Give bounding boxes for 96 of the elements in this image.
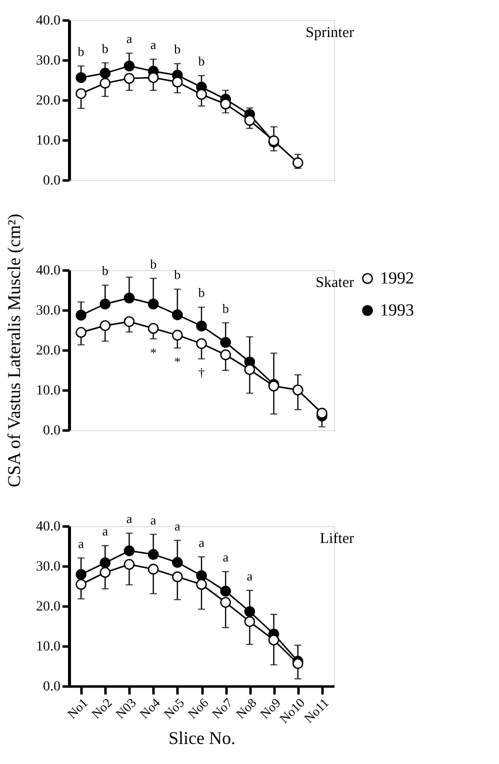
point [292,384,304,396]
legend-label: 1993 [380,300,414,320]
y-tick-label: 20.0 [36,94,60,108]
point [244,616,256,627]
y-tick-label: 40.0 [36,520,60,534]
point [100,557,111,568]
x-tick-label: No5 [160,695,188,722]
chart-title: Lifter [320,531,354,547]
point [124,545,135,556]
point [76,310,86,321]
point [268,634,280,646]
annotation: a [78,536,84,551]
annotation: b [78,44,84,59]
point [220,337,231,348]
y-tick-label: 0.0 [43,680,60,694]
y-tick-label: 0.0 [43,424,60,438]
point [124,73,135,84]
annotation: b [198,285,205,300]
point [148,549,159,560]
x-tick-label: N03 [112,695,139,722]
y-tick-label: 30.0 [36,560,60,574]
annotation: a [150,512,156,528]
point [196,338,207,349]
annotation: a [102,524,108,539]
y-tick-label: 30.0 [36,304,60,318]
point [196,320,207,332]
point [148,72,159,83]
point [244,115,256,126]
annotation: * [150,344,157,360]
annotation: † [198,364,206,380]
annotation: a [126,31,132,46]
annotation: a [150,37,156,52]
point [196,570,207,581]
annotation: a [126,511,132,526]
point [124,559,135,570]
y-tick-label: 0.0 [43,174,60,188]
y-tick-label: 10.0 [36,384,60,398]
point [124,292,135,304]
point [100,298,111,310]
point [196,579,207,590]
annotation: a [246,568,253,584]
point [220,98,231,110]
point [292,157,304,168]
chart-title: Sprinter [306,25,354,41]
point [76,88,86,99]
annotation: * [174,354,181,369]
point [100,68,111,79]
legend-label: 1992 [380,268,414,288]
point [100,78,111,89]
annotation: b [174,267,181,282]
point [76,579,86,590]
y-tick-label: 20.0 [36,600,60,614]
point [172,76,183,88]
point [220,597,231,608]
y-tick-label: 30.0 [36,54,60,68]
annotation: b [174,42,181,57]
point [244,364,256,375]
annotation: b [222,300,229,316]
point [124,316,135,327]
x-tick-label: No2 [88,695,115,722]
point [76,72,86,83]
y-tick-label: 10.0 [36,640,60,654]
point [148,564,159,575]
point [100,320,111,331]
point [148,323,159,334]
annotation: b [198,54,205,69]
point [292,658,304,669]
annotation: b [150,256,157,272]
point [124,60,135,72]
point [76,327,86,338]
x-tick-label: No1 [64,695,91,722]
x-tick-label: No4 [136,694,164,722]
annotation: b [102,40,108,56]
point [244,606,256,617]
point [196,89,207,100]
annotation: a [198,534,205,550]
point [172,557,183,568]
y-tick-label: 40.0 [36,14,60,28]
y-tick-label: 20.0 [36,344,60,358]
point [172,571,183,582]
y-tick-label: 10.0 [36,134,60,148]
y-tick-label: 40.0 [36,264,60,278]
annotation: b [102,263,108,278]
point [172,309,183,320]
point [172,330,183,341]
chart-title: Skater [316,275,354,291]
annotation: a [174,518,181,534]
point [220,586,231,597]
point [100,567,111,578]
x-axis-title: Slice No. [168,728,236,748]
point [220,349,231,360]
y-axis-title: CSA of Vastus Lateralis Muscle (cm²) [4,214,24,488]
point [148,298,159,310]
point [316,408,328,419]
annotation: a [222,550,229,565]
point [76,569,86,580]
